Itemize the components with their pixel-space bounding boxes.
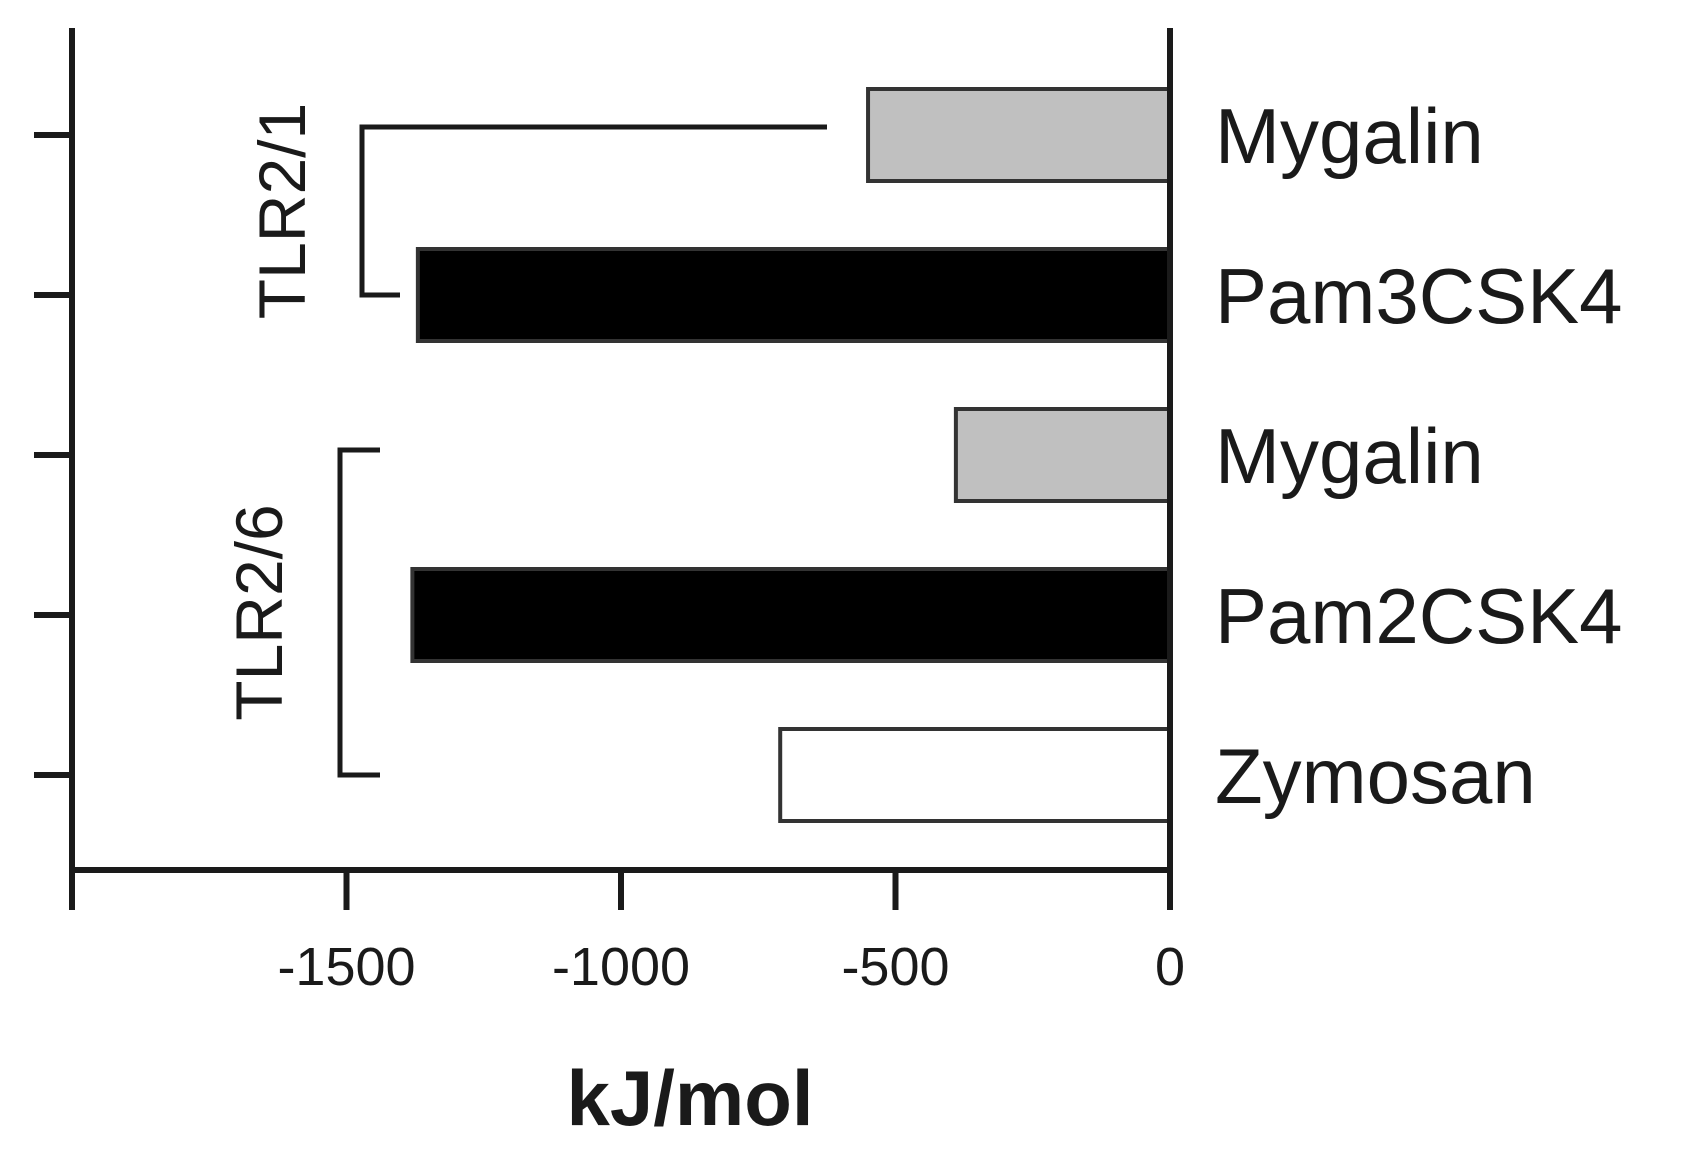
category-label-zymosan: Zymosan bbox=[1215, 732, 1536, 820]
bar-pam2csk4-3 bbox=[410, 567, 1172, 663]
x-ticks: -1500 -1000 -500 0 bbox=[277, 870, 1185, 997]
category-label-pam3csk4: Pam3CSK4 bbox=[1215, 252, 1623, 340]
bar-pam3csk4-1 bbox=[415, 247, 1172, 343]
category-labels: Mygalin Pam3CSK4 Mygalin Pam2CSK4 Zymosan bbox=[1215, 92, 1623, 820]
group-bracket-1 bbox=[359, 124, 827, 298]
group-bracket-2 bbox=[337, 447, 380, 778]
bar-mygalin-0 bbox=[866, 87, 1172, 183]
category-label-mygalin: Mygalin bbox=[1215, 412, 1484, 500]
x-tick-label: -500 bbox=[841, 937, 949, 997]
category-label-pam2csk4: Pam2CSK4 bbox=[1215, 572, 1623, 660]
bar-zymosan-4 bbox=[778, 727, 1173, 823]
group-label-1: TLR2/1 bbox=[245, 103, 319, 319]
y-ticks bbox=[34, 132, 72, 778]
bar-mygalin-2 bbox=[953, 407, 1173, 503]
x-tick-label: 0 bbox=[1155, 937, 1185, 997]
x-tick-label: -1000 bbox=[552, 937, 690, 997]
group-brackets: TLR2/1 TLR2/6 bbox=[222, 103, 827, 778]
x-tick-label: -1500 bbox=[277, 937, 415, 997]
x-axis-title: kJ/mol bbox=[566, 1054, 813, 1142]
category-label-mygalin: Mygalin bbox=[1215, 92, 1484, 180]
bars bbox=[410, 87, 1173, 823]
group-label-2: TLR2/6 bbox=[222, 504, 296, 720]
